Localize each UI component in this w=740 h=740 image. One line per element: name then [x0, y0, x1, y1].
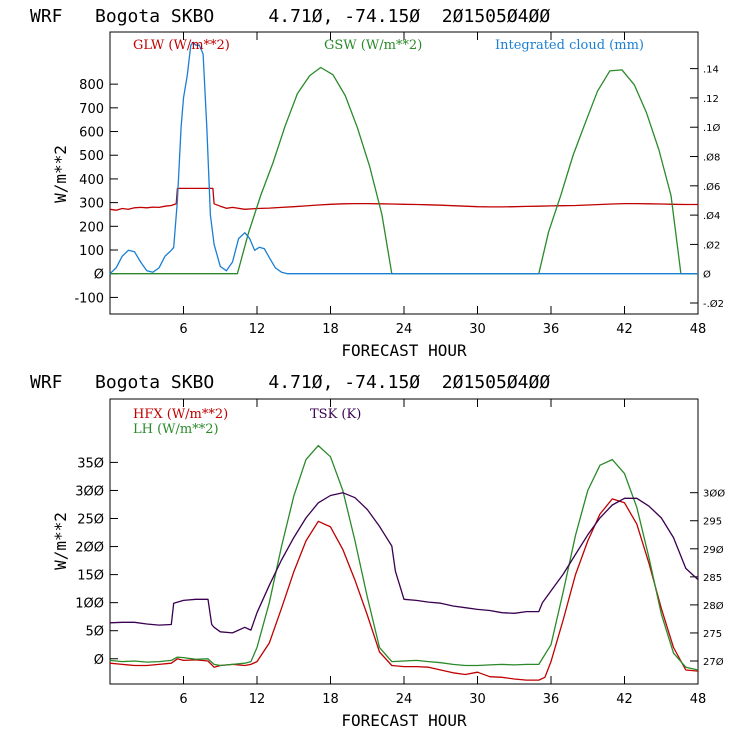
- y2-tick-label: .Ø6: [703, 181, 720, 193]
- panel1-title: WRF Bogota SKBO 4.71Ø, -74.15Ø 2Ø1505Ø4Ø…: [30, 6, 550, 27]
- y2-tick-label: .Ø8: [703, 152, 720, 164]
- x-tick-label: 24: [396, 322, 413, 337]
- y2-tick-label: .Ø4: [703, 210, 720, 222]
- x-tick-label: 6: [179, 692, 187, 707]
- panel2-y-axis-label: W/m**2: [51, 512, 70, 570]
- panel-radiation: WRF Bogota SKBO 4.71Ø, -74.15Ø 2Ø1505Ø4Ø…: [30, 6, 724, 360]
- y-tick-label: Ø: [94, 268, 104, 283]
- y-tick-label: 200: [79, 220, 104, 235]
- y2-tick-label: 28Ø: [703, 600, 724, 612]
- y2-tick-label: Ø: [703, 269, 711, 281]
- y2-tick-label: .Ø2: [703, 239, 720, 251]
- legend-gsw: GSW (W/m**2): [324, 38, 422, 53]
- panel1-x-axis-label: FORECAST HOUR: [341, 341, 467, 360]
- y2-tick-label: 295: [703, 517, 722, 528]
- y-tick-label: 500: [79, 149, 104, 164]
- panel1-y-axis-label: W/m**2: [51, 145, 70, 203]
- series-line-1: [109, 444, 699, 671]
- legend-hfx: HFX (W/m**2): [133, 407, 228, 422]
- y2-tick-label: .12: [703, 94, 719, 105]
- y-tick-label: 100: [79, 244, 104, 259]
- y-tick-label: 600: [79, 126, 104, 141]
- x-tick-label: 42: [616, 322, 633, 337]
- series-line-1: [110, 66, 698, 275]
- panel-surface-fluxes: WRF Bogota SKBO 4.71Ø, -74.15Ø 2Ø1505Ø4Ø…: [30, 372, 725, 730]
- y-tick-label: 25Ø: [77, 512, 104, 527]
- x-tick-label: 12: [249, 692, 266, 707]
- x-tick-label: 36: [543, 322, 560, 337]
- x-tick-label: 36: [543, 692, 560, 707]
- series-line-0: [109, 187, 698, 211]
- y-tick-label: 35Ø: [77, 456, 104, 471]
- panel1-plot-frame: [109, 31, 699, 315]
- y2-tick-label: 29Ø: [703, 544, 724, 556]
- x-tick-label: 48: [690, 692, 707, 707]
- y2-tick-label: 275: [703, 629, 722, 640]
- x-tick-label: 30: [469, 322, 486, 337]
- y-tick-label: 400: [79, 173, 104, 188]
- x-tick-label: 12: [249, 322, 266, 337]
- x-tick-label: 42: [616, 692, 633, 707]
- y-tick-label: 300: [79, 197, 104, 212]
- y2-tick-label: 27Ø: [703, 656, 724, 668]
- panel2-plot-frame: [109, 398, 699, 685]
- x-tick-label: 18: [322, 322, 339, 337]
- legend-lh: LH (W/m**2): [133, 422, 219, 437]
- y2-tick-label: 285: [703, 573, 722, 584]
- y-tick-label: 2ØØ: [75, 541, 104, 556]
- panel2-x-axis-label: FORECAST HOUR: [341, 711, 467, 730]
- y-tick-label: 800: [79, 78, 104, 93]
- x-tick-label: 48: [690, 322, 707, 337]
- y-tick-label: 5Ø: [85, 625, 104, 640]
- y2-tick-label: 3ØØ: [703, 488, 725, 500]
- x-tick-label: 24: [396, 692, 413, 707]
- panel2-title: WRF Bogota SKBO 4.71Ø, -74.15Ø 2Ø1505Ø4Ø…: [30, 372, 550, 393]
- y2-tick-label: .1Ø: [703, 122, 721, 134]
- series-line-2: [109, 492, 699, 634]
- legend-tsk: TSK (K): [310, 407, 361, 422]
- y-tick-label: -100: [74, 291, 104, 306]
- y-tick-label: 3ØØ: [75, 484, 104, 499]
- legend-integrated-cloud: Integrated cloud (mm): [495, 38, 644, 53]
- y2-tick-label: .14: [703, 65, 719, 76]
- legend-glw: GLW (W/m**2): [133, 38, 230, 53]
- series-line-0: [109, 498, 699, 681]
- x-tick-label: 30: [469, 692, 486, 707]
- y-tick-label: 700: [79, 102, 104, 117]
- x-tick-label: 18: [322, 692, 339, 707]
- series-line-2: [109, 41, 698, 275]
- y-tick-label: Ø: [94, 653, 104, 668]
- x-tick-label: 6: [179, 322, 187, 337]
- y2-tick-label: -.Ø2: [703, 298, 724, 310]
- y-tick-label: 1ØØ: [75, 597, 104, 612]
- y-tick-label: 15Ø: [77, 569, 104, 584]
